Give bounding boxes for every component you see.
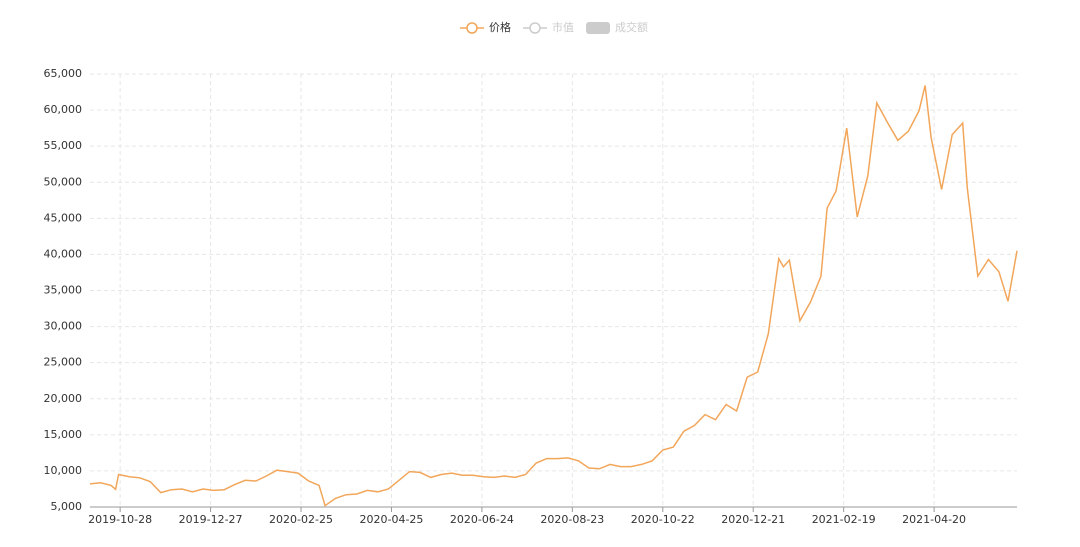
x-tick-label: 2020-06-24 (450, 513, 514, 526)
x-tick-label: 2020-12-21 (721, 513, 785, 526)
legend-label[interactable]: 价格 (489, 20, 511, 34)
y-tick-label: 35,000 (44, 284, 83, 297)
y-tick-label: 25,000 (44, 356, 83, 369)
y-tick-label: 50,000 (44, 175, 83, 188)
y-tick-label: 65,000 (44, 67, 83, 80)
x-tick-label: 2020-10-22 (631, 513, 695, 526)
y-tick-label: 60,000 (44, 103, 83, 116)
x-tick-label: 2020-02-25 (269, 513, 333, 526)
y-tick-label: 15,000 (44, 428, 83, 441)
price-line (89, 85, 1018, 507)
y-tick-label: 55,000 (44, 139, 83, 152)
x-tick-label: 2019-12-27 (179, 513, 243, 526)
y-tick-label: 45,000 (44, 211, 83, 224)
y-tick-label: 30,000 (44, 320, 83, 333)
y-tick-label: 40,000 (44, 247, 83, 260)
y-tick-label: 5,000 (51, 500, 83, 513)
y-tick-label: 20,000 (44, 392, 83, 405)
x-tick-label: 2020-08-23 (540, 513, 604, 526)
legend-swatch (466, 22, 478, 34)
legend-swatch (586, 22, 610, 34)
legend-label[interactable]: 市值 (552, 20, 574, 34)
x-tick-label: 2020-04-25 (359, 513, 423, 526)
y-tick-label: 10,000 (44, 464, 83, 477)
legend-swatch (529, 22, 541, 34)
legend-label[interactable]: 成交额 (615, 20, 648, 34)
x-tick-label: 2019-10-28 (88, 513, 152, 526)
x-tick-label: 2021-04-20 (902, 513, 966, 526)
x-tick-label: 2021-02-19 (812, 513, 876, 526)
